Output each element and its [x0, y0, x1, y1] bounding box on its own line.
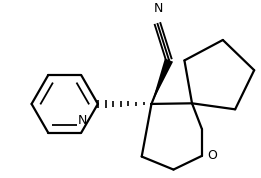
- Text: O: O: [207, 149, 217, 163]
- Text: N: N: [153, 2, 163, 15]
- Text: N: N: [78, 114, 87, 127]
- Polygon shape: [151, 58, 173, 104]
